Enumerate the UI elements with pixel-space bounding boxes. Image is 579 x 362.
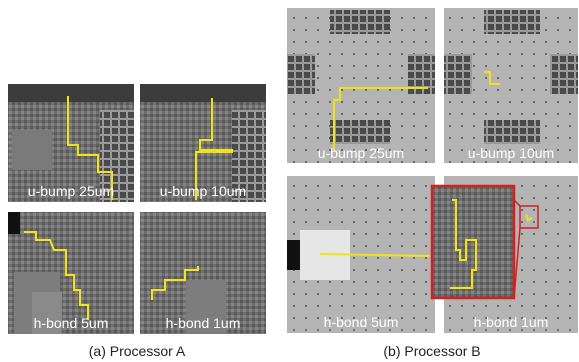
panel-a1: u-bump 25um: [8, 84, 134, 202]
panel-b2: u-bump 10um: [444, 8, 578, 163]
panel-label: h-bond 5um: [324, 314, 399, 330]
panel-label: u-bump 10um: [160, 183, 246, 199]
caption: (b) Processor B: [383, 343, 480, 359]
panel-a3: h-bond 5um: [8, 212, 134, 334]
panel-label: u-bump 25um: [318, 145, 404, 161]
panel-b4: h-bond 1um: [432, 176, 578, 333]
panel-label: h-bond 1um: [166, 315, 241, 331]
panel-label: u-bump 25um: [28, 183, 114, 199]
panel-a2: u-bump 10um: [140, 84, 266, 202]
panel-a4: h-bond 1um: [140, 212, 266, 334]
caption: (a) Processor A: [89, 343, 186, 359]
panel-b1: u-bump 25um: [287, 8, 435, 163]
panel-label: h-bond 5um: [34, 315, 109, 331]
panel-b3: h-bond 5um: [287, 176, 435, 333]
figure: u-bump 25um u-bump 10um h-bond 5um h-bon…: [0, 0, 579, 362]
panel-label: h-bond 1um: [474, 314, 549, 330]
panel-label: u-bump 10um: [468, 145, 554, 161]
